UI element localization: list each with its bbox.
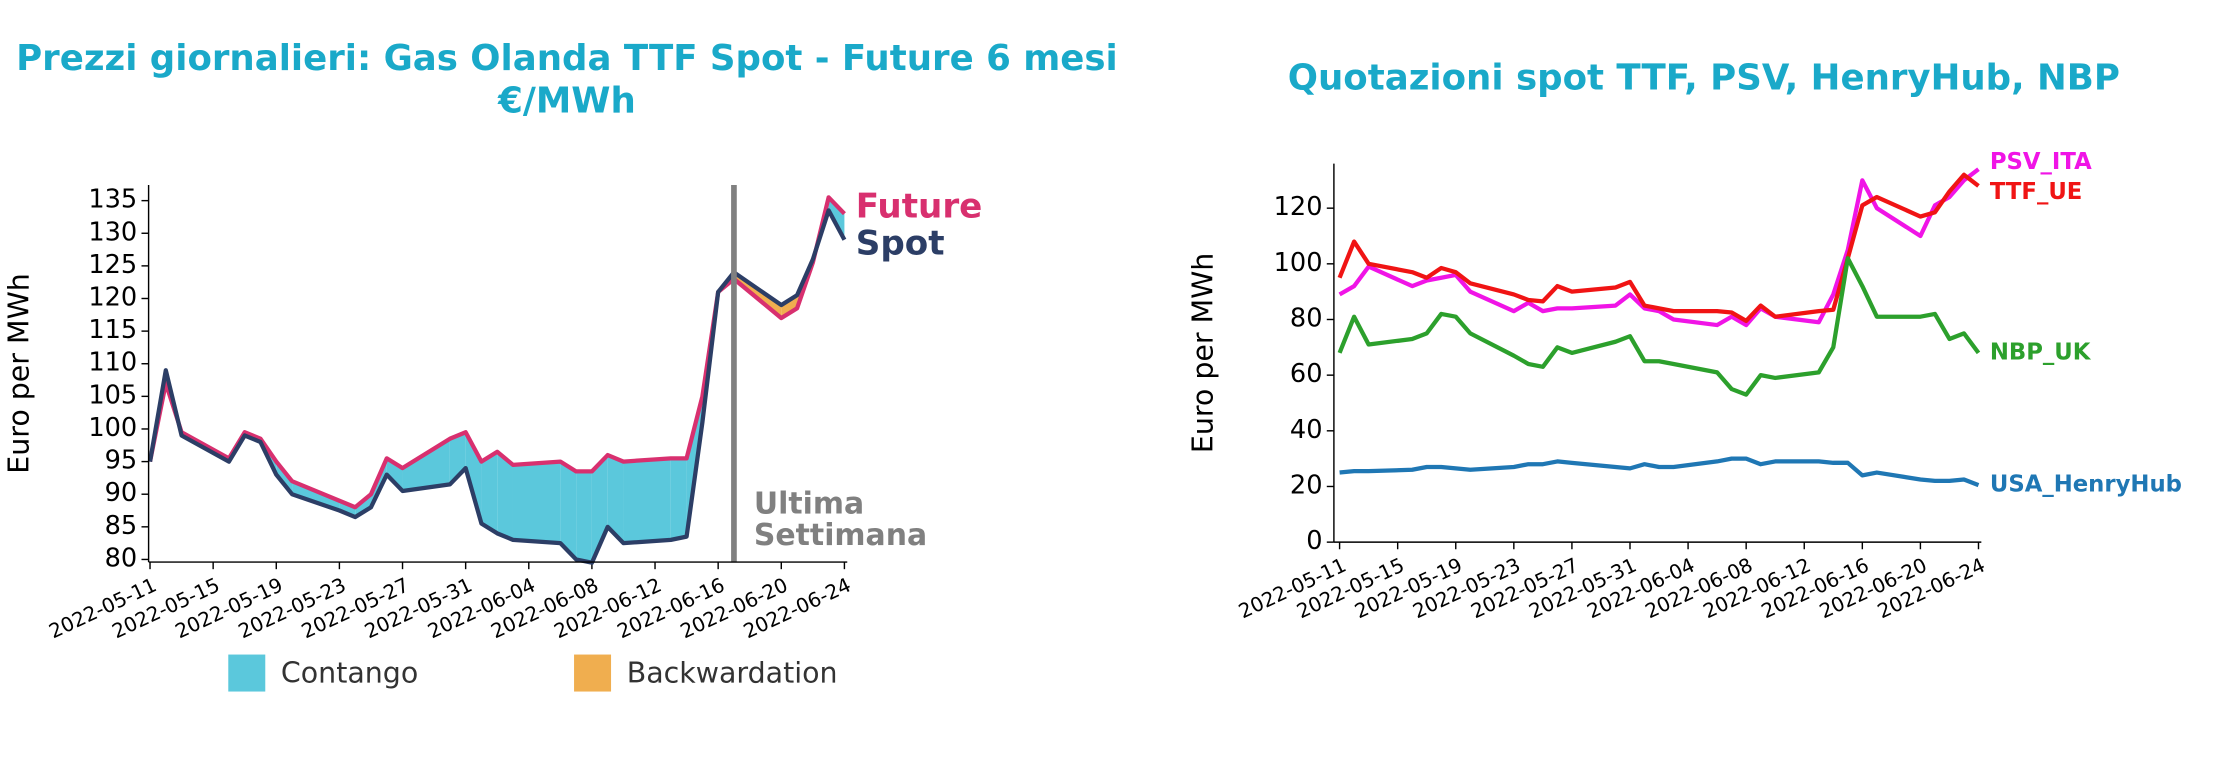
series-line [1338,167,1980,328]
legend-label: Contango [281,656,418,689]
spread-area [576,471,592,563]
series-label: Future [856,187,983,227]
spread-area [607,455,624,544]
series-label: TTF_UE [1990,179,2083,205]
y-tick-label: 105 [88,380,137,410]
y-tick-label: 120 [88,282,137,312]
chart-title: Quotazioni spot TTF, PSV, HenryHub, NBP [1288,58,2120,99]
y-tick-label: 125 [88,250,137,280]
legend-label: Backwardation [627,656,838,689]
legend-swatch [574,654,612,692]
series-line [1337,172,1980,324]
series-label: Spot [856,224,945,264]
y-tick-label: 95 [105,446,138,476]
reference-label: Ultima [754,487,864,522]
series-label: USA_HenryHub [1990,472,2182,498]
chart-title: €/MWh [497,80,636,121]
spread-area [481,451,498,534]
spread-area [560,461,577,560]
spread-area [781,295,798,319]
y-tick-label: 120 [1274,192,1323,222]
y-tick-label: 40 [1290,415,1323,445]
spread-area [623,458,671,544]
y-tick-label: 60 [1290,359,1323,389]
series-label: PSV_ITA [1990,149,2092,175]
spread-area [512,461,561,544]
y-tick-label: 80 [1290,303,1323,333]
y-tick-label: 135 [88,185,137,215]
y-tick-label: 100 [1274,248,1323,278]
chart-title: Prezzi giornalieri: Gas Olanda TTF Spot … [16,38,1118,79]
spread-area [402,438,450,491]
series-line [1339,456,1980,488]
y-tick-label: 85 [105,511,138,541]
spread-area [497,451,513,540]
y-tick-label: 0 [1306,526,1322,556]
series-line [147,208,847,565]
spread-area [339,500,356,518]
y-tick-label: 115 [88,315,137,345]
series-line [1337,256,1981,397]
legend-swatch [228,654,266,692]
y-axis-label: Euro per MWh [1186,253,1219,453]
series-line [147,195,846,510]
y-tick-label: 90 [105,478,138,508]
y-tick-label: 20 [1290,470,1323,500]
y-tick-label: 110 [88,348,137,378]
y-tick-label: 130 [88,217,137,247]
y-tick-label: 100 [88,413,137,443]
series-label: NBP_UK [1990,339,2092,365]
spread-area [292,481,340,511]
y-axis-label: Euro per MWh [3,273,36,473]
spread-area [670,458,687,540]
y-tick-label: 80 [105,543,138,573]
reference-label: Settimana [754,518,927,553]
